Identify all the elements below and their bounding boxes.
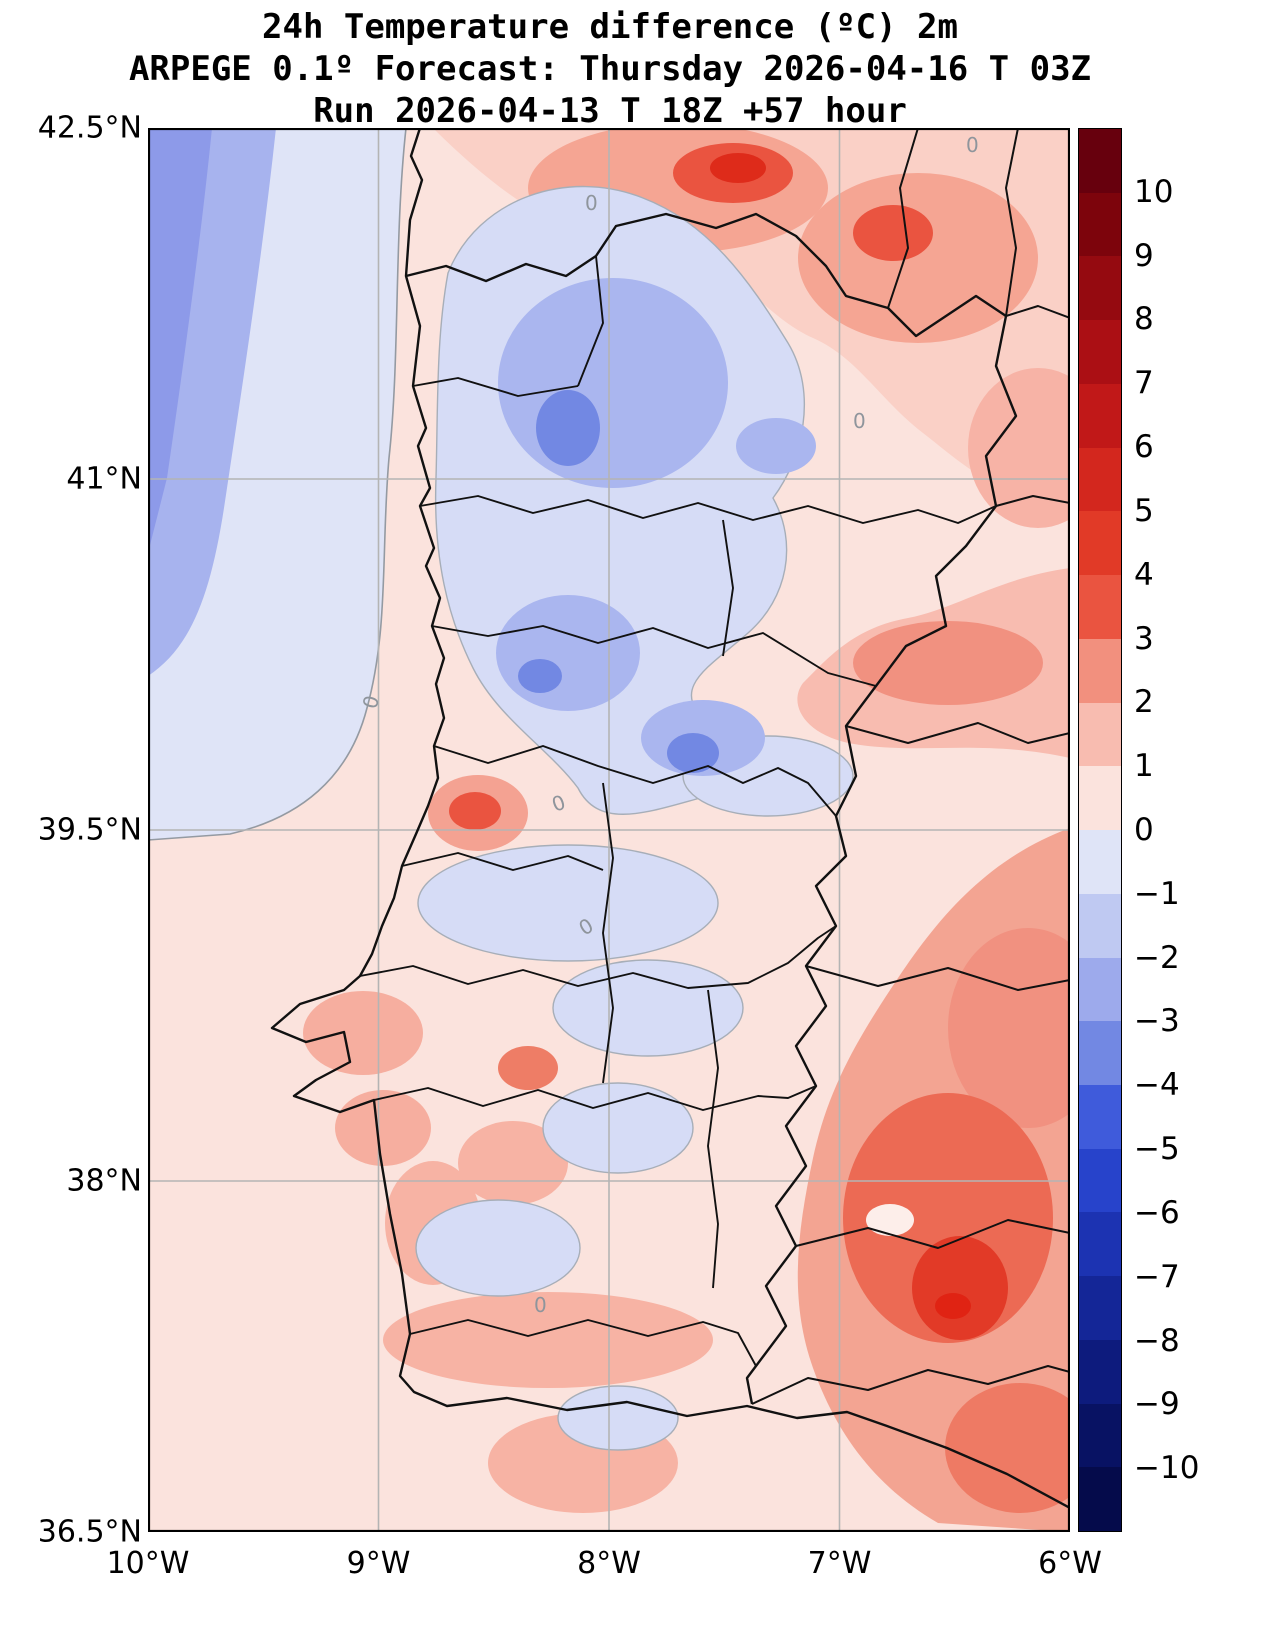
y-axis-tick-label: 42.5°N — [37, 110, 142, 146]
colorbar-segment — [1079, 1467, 1121, 1532]
colorbar-segment — [1079, 957, 1121, 1022]
colorbar-segment — [1079, 129, 1121, 193]
colorbar-tick-label: −9 — [1134, 1386, 1180, 1423]
contour-label-zero: 0 — [853, 409, 866, 433]
colorbar-tick-label: 1 — [1134, 748, 1154, 785]
map-border-frame — [148, 128, 1070, 1532]
y-axis-tick-label: 41°N — [66, 461, 142, 497]
y-axis-tick-label: 36.5°N — [37, 1514, 142, 1550]
colorbar-segment — [1079, 256, 1121, 321]
x-axis-tick-label: 10°W — [106, 1546, 190, 1581]
colorbar-segment — [1079, 1212, 1121, 1277]
contour-label-zero: 0 — [966, 133, 979, 157]
colorbar-tick-label: 2 — [1134, 684, 1154, 721]
contour-label-zero: 0 — [358, 693, 384, 712]
colorbar-segment — [1079, 1403, 1121, 1468]
colorbar-tick-label: −4 — [1134, 1067, 1180, 1104]
colorbar-segment — [1079, 766, 1121, 831]
x-axis-tick-label: 6°W — [1038, 1546, 1102, 1581]
colorbar-segments — [1079, 129, 1121, 1532]
contour-label-zero: 0 — [585, 191, 598, 215]
colorbar-tick-label: −5 — [1134, 1131, 1180, 1168]
colorbar-tick-label: 9 — [1134, 237, 1154, 274]
colorbar-segment — [1079, 511, 1121, 576]
colorbar-tick-label: −2 — [1134, 939, 1180, 976]
map-canvas: 0 0 0 0 0 0 0 — [148, 128, 1070, 1532]
colorbar-segment — [1079, 893, 1121, 958]
colorbar-tick-label: −10 — [1134, 1450, 1200, 1487]
colorbar-segment — [1079, 447, 1121, 512]
colorbar-segment — [1079, 1339, 1121, 1404]
title-line-3: Run 2026-04-13 T 18Z +57 hour — [313, 91, 907, 131]
colorbar-segment — [1079, 1148, 1121, 1213]
ocean-cool-regions — [148, 128, 406, 840]
district-borders — [359, 255, 997, 1367]
colorbar — [1078, 128, 1122, 1532]
x-axis-tick-label: 8°W — [577, 1546, 641, 1581]
colorbar-tick-label: −3 — [1134, 1003, 1180, 1040]
map-frame: 0 0 0 0 0 0 0 — [148, 128, 1070, 1532]
region-borders-spain — [751, 128, 1070, 1405]
y-axis-tick-label: 39.5°N — [37, 812, 142, 848]
contour-label-zero: 0 — [534, 1293, 547, 1317]
y-axis-tick-label: 38°N — [66, 1163, 142, 1199]
colorbar-segment — [1079, 1276, 1121, 1340]
colorbar-segment — [1079, 702, 1121, 767]
colorbar-segment — [1079, 320, 1121, 384]
colorbar-tick-label: 10 — [1134, 173, 1174, 210]
colorbar-tick-label: −7 — [1134, 1258, 1180, 1295]
country-borders — [405, 212, 1018, 1405]
colorbar-segment — [1079, 1021, 1121, 1086]
colorbar-tick-label: −6 — [1134, 1194, 1180, 1231]
colorbar-segment — [1079, 192, 1121, 257]
colorbar-segment — [1079, 383, 1121, 448]
colorbar-tick-label: 0 — [1134, 812, 1154, 848]
colorbar-segment — [1079, 830, 1121, 894]
colorbar-tick-label: 6 — [1134, 429, 1154, 466]
colorbar-tick-label: −1 — [1134, 875, 1180, 912]
colorbar-tick-label: 3 — [1134, 620, 1154, 657]
title-line-1: 24h Temperature difference (ºC) 2m — [262, 7, 958, 47]
x-axis-tick-label: 9°W — [346, 1546, 411, 1581]
contour-zero-lines — [148, 128, 407, 841]
colorbar-segment — [1079, 1085, 1121, 1149]
cool-anomaly-regions — [415, 185, 854, 1451]
warm-anomaly-regions — [303, 128, 1070, 1532]
colorbar-tick-label: 5 — [1134, 492, 1154, 529]
coastline — [270, 128, 1070, 1510]
colorbar-segment — [1079, 638, 1121, 703]
colorbar-tick-label: 8 — [1134, 301, 1154, 338]
title-block: 24h Temperature difference (ºC) 2m ARPEG… — [0, 6, 1220, 132]
colorbar-tick-label: 4 — [1134, 556, 1154, 593]
colorbar-tick-label: 7 — [1134, 365, 1154, 402]
title-line-2: ARPEGE 0.1º Forecast: Thursday 2026-04-1… — [128, 49, 1092, 89]
colorbar-tick-label: −8 — [1134, 1322, 1180, 1359]
colorbar-segment — [1079, 575, 1121, 639]
x-axis-tick-label: 7°W — [807, 1546, 872, 1581]
